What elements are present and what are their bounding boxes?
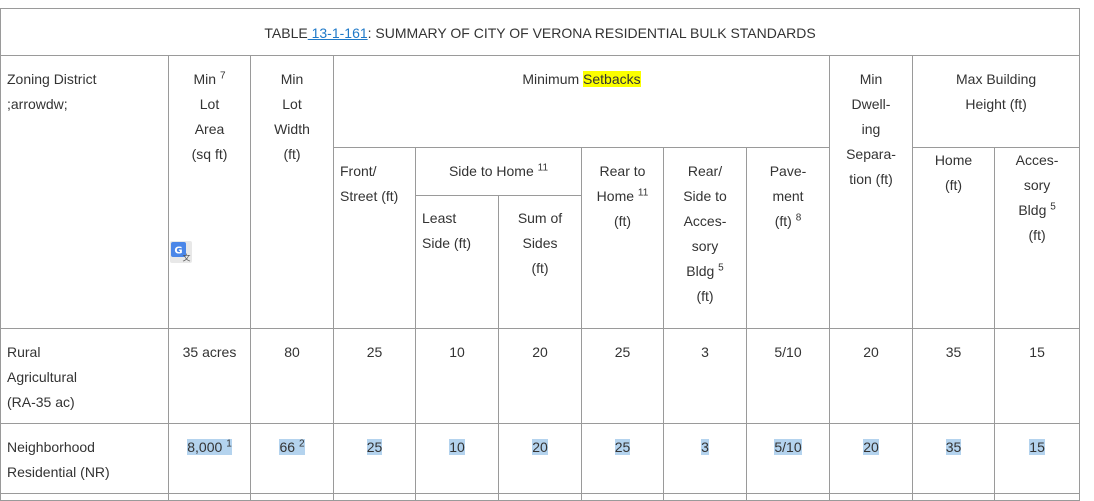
cell-dwelling-separation: 20 (829, 423, 913, 494)
header-min-dwelling-separation: Min Dwell- ing Separa- tion (ft) (829, 55, 913, 329)
rear-side-accessory-label: Rear/ Side to Acces- sory Bldg (683, 163, 727, 279)
table-row: Rural Agricultural (RA-35 ac) 35 acres 8… (0, 328, 1081, 424)
zoning-district-label: Zoning District (7, 71, 97, 87)
cell-height-accessory: 15 (993, 328, 1081, 424)
header-pavement: Pave- ment (ft) 8 (746, 147, 830, 329)
cell-min-lot-area: 35 acres (168, 328, 251, 424)
cell-district: Rural Agricultural (RA-35 ac) (0, 328, 169, 424)
header-accessory-bldg: Acces- sory Bldg 5 (ft) (993, 147, 1081, 329)
min-lot-area-row-footnote[interactable]: 1 (226, 438, 232, 450)
side-to-home-footnote[interactable]: 11 (537, 162, 549, 174)
cell-sum-sides: 20 (498, 423, 582, 494)
header-min-lot-area: Min 7 Lot Area (sq ft) (168, 55, 251, 329)
minimum-label: Minimum (522, 71, 584, 87)
max-building-height-label: Max Building Height (ft) (956, 71, 1037, 112)
cell-rear-side-accessory: 3 (663, 328, 747, 424)
header-least-side: Least Side (ft) (415, 195, 499, 329)
table-row-partial (0, 493, 1081, 501)
sum-of-sides-label: Sum of Sides (ft) (517, 210, 563, 276)
cell-pavement: 5/10 (746, 423, 830, 494)
cell-rear-home: 25 (581, 328, 664, 424)
table-title: TABLE 13-1-161: SUMMARY OF CITY OF VERON… (0, 8, 1081, 56)
google-translate-icon[interactable]: G 文 (170, 241, 192, 263)
zoning-district-note: ;arrowdw; (7, 96, 68, 112)
cell-height-accessory: 15 (993, 423, 1081, 494)
cell-front: 25 (333, 328, 416, 424)
pavement-label: Pave- ment (ft) (769, 163, 807, 229)
cell-dwelling-separation: 20 (829, 328, 913, 424)
cell-district: Neighborhood Residential (NR) (0, 423, 169, 494)
header-minimum-setbacks: Minimum Setbacks (333, 55, 830, 148)
min-lot-width-label: Min Lot Width (ft) (274, 71, 310, 162)
home-label: Home (ft) (934, 152, 973, 193)
accessory-bldg-label: Acces- sory Bldg (1015, 152, 1059, 218)
front-street-label: Front/ Street (ft) (340, 163, 399, 204)
svg-text:G: G (174, 246, 182, 257)
cell-least-side: 10 (415, 328, 499, 424)
min-lot-area-rest: Lot Area (sq ft) (191, 96, 228, 162)
min-lot-width-row-footnote[interactable]: 2 (298, 438, 305, 450)
rear-side-accessory-footnote[interactable]: 5 (718, 262, 724, 274)
bulk-standards-table: TABLE 13-1-161: SUMMARY OF CITY OF VERON… (0, 8, 1081, 501)
header-min-lot-width: Min Lot Width (ft) (250, 55, 334, 329)
cell-pavement: 5/10 (746, 328, 830, 424)
header-rear-side-accessory: Rear/ Side to Acces- sory Bldg 5 (ft) (663, 147, 747, 329)
rear-side-accessory-unit: (ft) (696, 288, 714, 304)
min-dwelling-separation-label: Min Dwell- ing Separa- tion (ft) (846, 71, 896, 187)
side-to-home-label: Side to Home (448, 163, 534, 179)
rear-to-home-footnote[interactable]: 11 (637, 187, 649, 199)
header-zoning-district: Zoning District ;arrowdw; (0, 55, 169, 329)
least-side-label: Least Side (ft) (422, 210, 472, 251)
header-sum-of-sides: Sum of Sides (ft) (498, 195, 582, 329)
header-side-to-home: Side to Home 11 (415, 147, 582, 196)
accessory-bldg-unit: (ft) (1028, 227, 1046, 243)
table-number-link[interactable]: 13-1-161 (307, 24, 368, 41)
cell-rear-home: 25 (581, 423, 664, 494)
cell-rear-side-accessory: 3 (663, 423, 747, 494)
cell-height-home: 35 (912, 328, 995, 424)
accessory-bldg-footnote[interactable]: 5 (1050, 201, 1056, 213)
cell-min-lot-width: 66 2 (250, 423, 334, 494)
cell-least-side: 10 (415, 423, 499, 494)
setbacks-highlight: Setbacks (583, 71, 641, 87)
header-max-building-height: Max Building Height (ft) (911, 55, 1081, 148)
min-lot-area-label: Min (193, 71, 217, 87)
rear-to-home-unit: (ft) (613, 213, 632, 229)
table-title-prefix: TABLE (264, 24, 308, 41)
min-lot-area-footnote[interactable]: 7 (219, 70, 226, 82)
svg-text:文: 文 (183, 253, 191, 263)
header-rear-to-home: Rear to Home 11 (ft) (581, 147, 664, 329)
table-title-suffix: : SUMMARY OF CITY OF VERONA RESIDENTIAL … (367, 24, 816, 41)
header-home: Home (ft) (912, 147, 995, 329)
pavement-footnote[interactable]: 8 (795, 212, 802, 224)
cell-height-home: 35 (912, 423, 995, 494)
cell-front: 25 (333, 423, 416, 494)
cell-sum-sides: 20 (498, 328, 582, 424)
cell-min-lot-width: 80 (250, 328, 334, 424)
table-row: Neighborhood Residential (NR) 8,000 1 66… (0, 423, 1081, 494)
cell-min-lot-area: 8,000 1 (168, 423, 251, 494)
rear-to-home-label: Rear to Home (596, 163, 646, 204)
header-front-street: Front/ Street (ft) (333, 147, 416, 329)
